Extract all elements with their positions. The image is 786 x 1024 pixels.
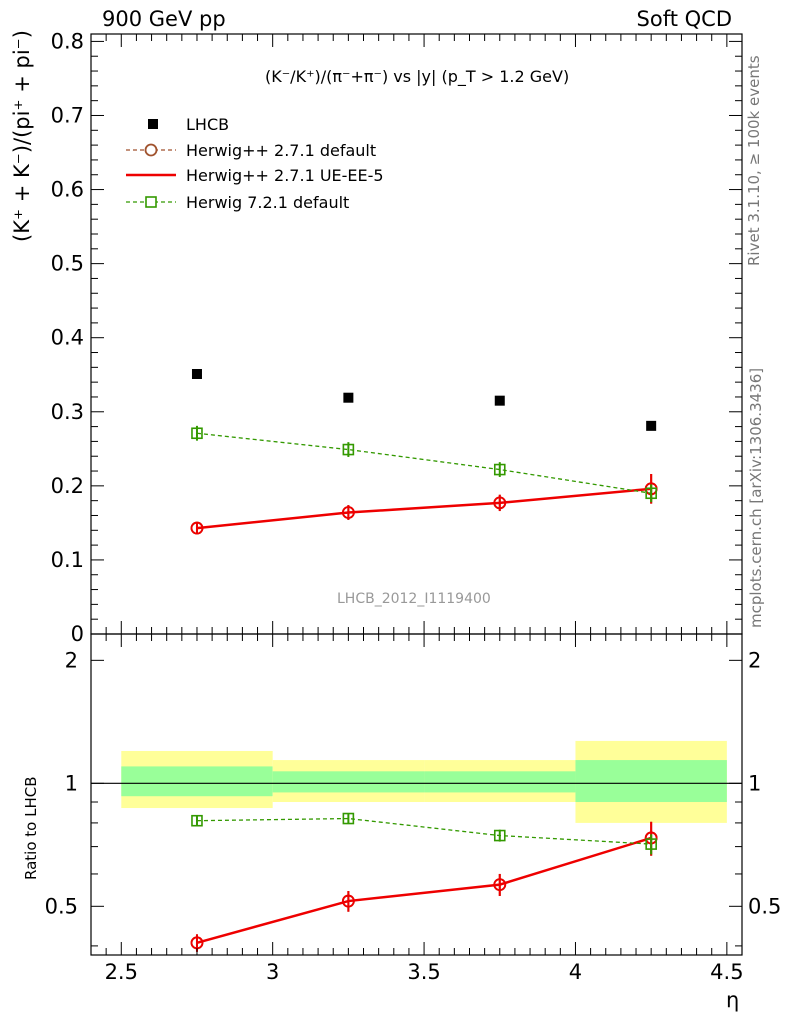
- side-label-mcplots: mcplots.cern.ch [arXiv:1306.3436]: [747, 367, 765, 628]
- main-series-3-point-1: [342, 443, 355, 456]
- ratio-series-1-point-1: [341, 894, 355, 908]
- main-series-3-line: [196, 432, 652, 494]
- main-series-2-point-0: [190, 521, 204, 535]
- ratio-series-2-point-1: [342, 812, 355, 825]
- main-ytick-label-zero: 0: [71, 622, 84, 646]
- main-ytick-label-0: 0.1: [51, 548, 84, 572]
- x-axis-label: η: [726, 988, 740, 1012]
- main-series-2-line: [196, 487, 652, 530]
- main-ytick-label-5: 0.6: [51, 178, 84, 202]
- ratio-ytick-label-right-1: 1: [748, 771, 761, 795]
- ratio-y-axis-label: Ratio to LHCB: [22, 776, 40, 880]
- ratio-series-1-point-2: [493, 878, 507, 892]
- legend-label-2: Herwig++ 2.7.1 UE-EE-5: [186, 166, 384, 185]
- ratio-series-1-line: [196, 836, 652, 945]
- legend-label-3: Herwig 7.2.1 default: [186, 193, 349, 212]
- xtick-label-0: 2.5: [105, 960, 138, 984]
- legend-label-0: LHCB: [186, 115, 229, 134]
- header-left: 900 GeV pp: [102, 7, 226, 31]
- ratio-ytick-label-right-2: 2: [748, 648, 761, 672]
- xtick-label-1: 3: [266, 960, 279, 984]
- xtick-label-2: 3.5: [407, 960, 440, 984]
- main-series-2-point-2: [493, 496, 507, 510]
- ratio-band-green-0: [121, 766, 273, 797]
- legend-label-1: Herwig++ 2.7.1 default: [186, 141, 376, 160]
- analysis-id: LHCB_2012_I1119400: [337, 591, 491, 607]
- main-ytick-label-3: 0.4: [51, 326, 84, 350]
- ratio-band-green-2: [424, 771, 576, 793]
- main-ytick-label-1: 0.2: [51, 474, 84, 498]
- main-series-3-point-0: [191, 427, 203, 440]
- legend-marker-3: [145, 196, 157, 208]
- ratio-series-0-line: [196, 837, 652, 944]
- legend-marker-1: [144, 143, 158, 157]
- main-series-0-point-1: [343, 392, 354, 403]
- xtick-label-4: 4.5: [710, 960, 743, 984]
- ratio-ytick-label-left-0: 0.5: [45, 894, 78, 918]
- ratio-ytick-label-right-0: 0.5: [748, 894, 781, 918]
- main-series-0-point-0: [191, 369, 202, 379]
- ratio-series-2-line: [196, 817, 652, 845]
- ratio-band-green-3: [575, 760, 727, 803]
- main-y-axis-label: (K⁺ + K⁻)/(pi⁺ + pi⁻): [10, 30, 34, 242]
- main-series-3-point-2: [493, 463, 506, 476]
- main-series-0-point-2: [494, 395, 505, 406]
- header-right: Soft QCD: [636, 7, 732, 31]
- ratio-band-green-1: [272, 771, 425, 793]
- main-ytick-label-2: 0.3: [51, 400, 84, 424]
- ratio-ytick-label-left-1: 1: [65, 771, 78, 795]
- ratio-series-2-point-3: [645, 838, 657, 850]
- main-ytick-label-7: 0.8: [51, 29, 84, 53]
- ratio-series-2-point-2: [493, 829, 506, 842]
- legend-marker-0: [148, 119, 158, 129]
- ratio-series-2-point-0: [191, 814, 203, 827]
- main-series-3-point-3: [645, 487, 657, 500]
- main-ytick-label-6: 0.7: [51, 103, 84, 127]
- main-series-0-point-3: [646, 420, 657, 431]
- ratio-plot-frame: [90, 633, 743, 956]
- ratio-ytick-label-left-2: 2: [65, 648, 78, 672]
- side-label-rivet: Rivet 3.1.10, ≥ 100k events: [745, 55, 763, 266]
- main-series-2-point-1: [341, 506, 355, 519]
- xtick-label-3: 4: [569, 960, 582, 984]
- plot-title: (K⁻/K⁺)/(π⁻+π⁻) vs |y| (p_T > 1.2 GeV): [265, 67, 570, 86]
- main-ytick-label-4: 0.5: [51, 252, 84, 276]
